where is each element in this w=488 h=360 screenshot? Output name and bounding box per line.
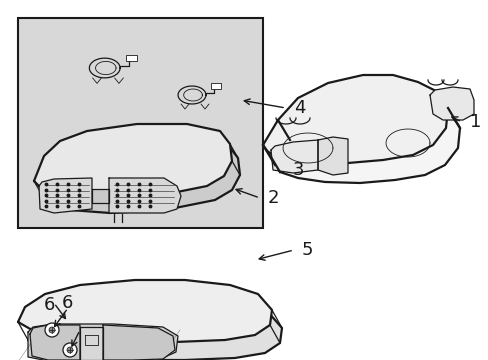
Circle shape [49,327,55,333]
Polygon shape [28,324,178,360]
Text: 3: 3 [292,161,304,179]
Polygon shape [429,87,473,120]
Circle shape [45,323,59,337]
Polygon shape [109,178,181,213]
Circle shape [67,347,73,353]
Polygon shape [274,95,459,183]
Text: 1: 1 [469,113,480,131]
Polygon shape [317,137,347,175]
Polygon shape [39,178,92,213]
Text: 5: 5 [302,241,313,259]
Text: 6: 6 [43,296,55,314]
Bar [125,55,137,62]
Polygon shape [34,124,231,199]
Circle shape [63,343,77,357]
Polygon shape [263,75,447,163]
Text: 2: 2 [267,189,279,207]
Bar [18,18,263,228]
Polygon shape [28,298,282,360]
Polygon shape [92,189,109,203]
Polygon shape [80,327,103,360]
Polygon shape [270,140,317,173]
Bar [211,83,221,89]
Polygon shape [18,280,271,342]
Polygon shape [42,138,240,213]
Text: 6: 6 [62,294,73,312]
Polygon shape [30,325,80,360]
Polygon shape [103,325,175,360]
Text: 4: 4 [293,99,305,117]
